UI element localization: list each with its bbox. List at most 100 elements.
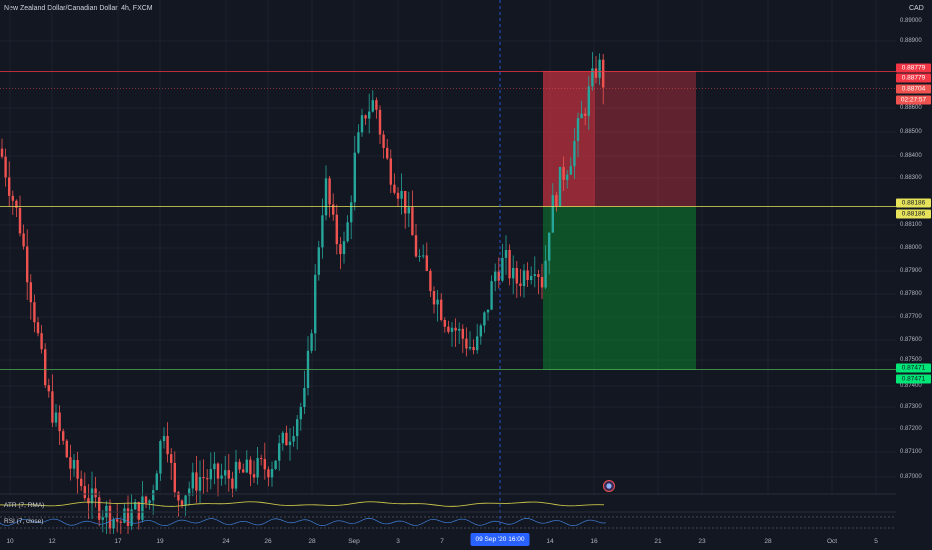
candle-body bbox=[540, 276, 544, 288]
candle-body bbox=[364, 115, 367, 119]
candle-body bbox=[378, 109, 382, 135]
candle-body bbox=[602, 59, 605, 88]
candle-body bbox=[224, 470, 227, 476]
candle-body bbox=[33, 302, 36, 323]
price-axis[interactable]: 0.88900 0.89000 0.88600 0.88500 0.88400 … bbox=[896, 0, 932, 534]
candle-body bbox=[263, 459, 266, 470]
candle-body bbox=[400, 190, 403, 199]
price-tick: 0.87200 bbox=[900, 426, 922, 432]
candle-body bbox=[231, 478, 234, 489]
candle-body bbox=[490, 281, 493, 310]
chart-canvas[interactable] bbox=[0, 0, 896, 534]
price-tick: 0.87100 bbox=[900, 449, 922, 455]
candle-body bbox=[195, 472, 198, 491]
price-badge-target: 0.87471 bbox=[896, 363, 931, 373]
candle-body bbox=[69, 457, 72, 469]
candle-body bbox=[396, 192, 400, 199]
atr-line bbox=[0, 501, 605, 507]
candle-body bbox=[8, 177, 11, 196]
price-tick: 0.87300 bbox=[900, 404, 922, 410]
time-tick: 7 bbox=[440, 538, 444, 545]
candle-body bbox=[245, 459, 248, 473]
candle-body bbox=[479, 325, 482, 337]
candle-body bbox=[98, 497, 101, 520]
candle-body bbox=[350, 202, 353, 223]
candle-body bbox=[537, 274, 540, 277]
price-tick: 0.87800 bbox=[900, 291, 922, 297]
candle-body bbox=[198, 477, 202, 491]
candle-body bbox=[94, 488, 97, 498]
candle-body bbox=[418, 255, 421, 257]
price-tick: 0.87400 bbox=[900, 383, 922, 389]
price-badge-stop-2: 0.88779 bbox=[896, 73, 931, 83]
price-tick: 0.88300 bbox=[900, 175, 922, 181]
time-tick: 5 bbox=[874, 538, 878, 545]
candle-body bbox=[180, 500, 184, 505]
last-price-badge: 0.88704 bbox=[896, 84, 931, 94]
candle-body bbox=[177, 492, 180, 501]
candle-body bbox=[328, 178, 331, 205]
price-tick: 0.88100 bbox=[900, 222, 922, 228]
candle-body bbox=[101, 517, 104, 520]
candle-body bbox=[54, 412, 58, 423]
candle-body bbox=[544, 260, 547, 288]
candle-body bbox=[339, 244, 342, 255]
time-tick: Oct bbox=[826, 538, 838, 545]
candle-body bbox=[191, 472, 194, 489]
candle-body bbox=[440, 299, 443, 320]
candle-body bbox=[80, 478, 83, 487]
candle-body bbox=[494, 271, 497, 282]
candle-body bbox=[26, 246, 29, 283]
candle-body bbox=[29, 282, 32, 303]
candle-body bbox=[584, 113, 587, 116]
candle-body bbox=[472, 346, 475, 351]
candle-body bbox=[566, 174, 569, 180]
candle-body bbox=[314, 274, 317, 334]
candle-body bbox=[36, 322, 40, 334]
candle-body bbox=[51, 391, 54, 423]
time-axis[interactable]: 10 12 17 19 24 26 28 Sep 3 7 14 16 21 23… bbox=[0, 534, 896, 550]
atr-label[interactable]: ATR (7, RMA) bbox=[4, 502, 45, 509]
candle-body bbox=[144, 496, 148, 504]
candle-body bbox=[123, 508, 126, 523]
candle-body bbox=[360, 115, 364, 133]
time-tick: 21 bbox=[654, 538, 662, 545]
candle-body bbox=[252, 474, 256, 478]
candle-body bbox=[407, 207, 410, 214]
price-badge-target-2: 0.87471 bbox=[896, 374, 931, 384]
candle-body bbox=[292, 436, 295, 442]
candle-body bbox=[58, 412, 61, 432]
candle-body bbox=[15, 200, 18, 208]
candle-body bbox=[242, 469, 245, 473]
candle-body bbox=[0, 148, 4, 157]
candle-body bbox=[353, 152, 356, 203]
candle-body bbox=[551, 195, 554, 233]
candle-body bbox=[173, 462, 176, 493]
candle-body bbox=[206, 478, 209, 480]
currency-label: CAD bbox=[909, 5, 924, 12]
candle-body bbox=[256, 457, 259, 478]
rsi-label[interactable]: RSI (7, close) bbox=[4, 518, 44, 525]
candle-body bbox=[382, 134, 385, 148]
candle-body bbox=[238, 461, 241, 470]
candle-body bbox=[285, 432, 288, 446]
candle-body bbox=[130, 509, 133, 526]
candle-body bbox=[404, 190, 407, 214]
candle-body bbox=[278, 443, 281, 461]
stop-loss-zone-active bbox=[543, 71, 595, 207]
candle-body bbox=[508, 249, 511, 279]
price-tick: 0.88900 bbox=[900, 38, 922, 44]
candle-body bbox=[558, 166, 562, 207]
candle-body bbox=[83, 486, 86, 499]
candle-body bbox=[134, 502, 137, 510]
time-tick: 14 bbox=[546, 538, 554, 545]
position-tool bbox=[543, 71, 696, 370]
candle-body bbox=[555, 195, 558, 207]
time-tick: Sep bbox=[348, 538, 360, 545]
candle-body bbox=[576, 118, 580, 142]
candle-body bbox=[270, 469, 274, 478]
candle-body bbox=[562, 166, 565, 180]
time-tick: 23 bbox=[698, 538, 706, 545]
take-profit-zone bbox=[543, 206, 696, 370]
candle-body bbox=[90, 488, 94, 504]
